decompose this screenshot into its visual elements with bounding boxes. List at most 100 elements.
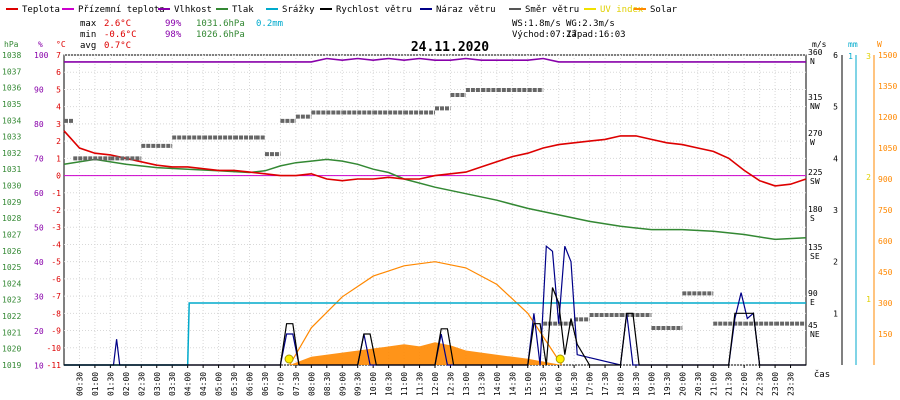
rain-tick: 1 (848, 52, 853, 61)
solar-tick: 1050 (878, 144, 897, 153)
wind-direction-tick: N (810, 57, 815, 66)
wind-direction-tick: SW (810, 177, 820, 186)
pressure-tick: 1033 (2, 133, 21, 142)
wind-direction-tick: NW (810, 102, 820, 111)
humidity-tick: 80 (34, 120, 44, 129)
stat-max-temp: 2.6°C (104, 19, 131, 29)
legend-label: Přízemní teplota (78, 5, 165, 15)
pressure-tick: 1029 (2, 198, 21, 207)
x-tick-label: 05:00 (215, 372, 224, 396)
pressure-tick: 1035 (2, 100, 21, 109)
rain-unit: mm (848, 40, 858, 49)
humidity-tick: 70 (34, 155, 44, 164)
stat-max-press: 1031.6hPa (196, 19, 245, 29)
pressure-unit: hPa (4, 40, 19, 49)
x-tick-label: 16:00 (555, 372, 564, 396)
temperature-tick: 5 (56, 85, 61, 94)
wind-direction-tick: NE (810, 330, 820, 339)
x-tick-label: 10:00 (369, 372, 378, 396)
wind-direction-tick: 135 (808, 243, 823, 252)
wind-direction-tick: 90 (808, 289, 818, 298)
x-tick-label: 07:30 (292, 372, 301, 396)
x-tick-label: 18:00 (617, 372, 626, 396)
x-tick-label: 22:00 (740, 372, 749, 396)
stat-sunrise: Východ:07:17 (512, 30, 577, 40)
x-tick-label: 00:30 (75, 372, 84, 396)
stat-min-hum: 98% (165, 30, 182, 40)
stats-block: max 2.6°C 99% 1031.6hPa 0.2mm min -0.6°C… (80, 19, 626, 51)
temperature-tick: -8 (51, 309, 61, 318)
x-tick-label: 15:30 (539, 372, 548, 396)
temperature-tick: 6 (56, 68, 61, 77)
stat-wg: WG:2.3m/s (566, 19, 615, 29)
x-tick-label: 03:00 (153, 372, 162, 396)
x-tick-label: 02:30 (137, 372, 146, 396)
x-tick-label: 23:30 (787, 372, 796, 396)
x-tick-label: 14:00 (493, 372, 502, 396)
pressure-tick: 1030 (2, 182, 21, 191)
temperature-tick: -11 (47, 361, 62, 370)
stat-max-rain: 0.2mm (256, 19, 283, 29)
wind-direction-tick: E (810, 298, 815, 307)
x-tick-label: 07:00 (276, 372, 285, 396)
stat-avg-label: avg (80, 41, 96, 51)
pressure-tick: 1026 (2, 247, 21, 256)
pressure-tick: 1022 (2, 312, 21, 321)
temperature-tick: 3 (56, 120, 61, 129)
legend-label: Náraz větru (436, 5, 496, 15)
x-tick-label: 11:00 (400, 372, 409, 396)
temperature-line (63, 130, 807, 187)
legend-label: UV index (600, 5, 644, 15)
temperature-tick: -9 (51, 327, 61, 336)
wind-direction-tick: SE (810, 252, 820, 261)
stat-sunset: Západ:16:03 (566, 30, 626, 40)
legend: Teplota Přízemní teplota Vlhkost Tlak Srážky… (6, 5, 678, 15)
legend-label: Rychlost větru (336, 5, 412, 15)
pressure-tick: 1023 (2, 296, 21, 305)
temperature-unit: °C (56, 40, 66, 49)
x-tick-label: 12:00 (431, 372, 440, 396)
uv-tick: 2 (866, 173, 871, 182)
temperature-tick: -1 (51, 189, 61, 198)
pressure-tick: 1038 (2, 51, 21, 60)
humidity-tick: 60 (34, 189, 44, 198)
sunset-marker (555, 354, 565, 364)
pressure-tick: 1025 (2, 263, 21, 272)
uv-tick: 1 (866, 295, 871, 304)
x-tick-label: 02:00 (122, 372, 131, 396)
temperature-tick: 7 (56, 51, 61, 60)
solar-tick: 1500 (878, 51, 897, 60)
x-tick-label: 18:30 (632, 372, 641, 396)
x-tick-label: 04:00 (184, 372, 193, 396)
temperature-tick: -5 (51, 258, 61, 267)
pressure-tick: 1032 (2, 149, 21, 158)
x-axis-label: čas (814, 369, 830, 380)
stat-min-temp: -0.6°C (104, 30, 137, 40)
humidity-tick: 90 (34, 86, 44, 95)
x-tick-label: 20:30 (694, 372, 703, 396)
temperature-tick: 0 (56, 172, 61, 181)
wind-direction-tick: 180 (808, 205, 823, 214)
humidity-tick: 30 (34, 293, 44, 302)
humidity-tick: 100 (34, 51, 49, 60)
x-tick-label: 11:30 (416, 372, 425, 396)
legend-label: Vlhkost (174, 5, 212, 15)
wind-direction-tick: 225 (808, 168, 823, 177)
solar-tick: 300 (878, 299, 893, 308)
x-tick-label: 12:30 (446, 372, 455, 396)
x-tick-label: 17:30 (601, 372, 610, 396)
x-tick-label: 21:00 (709, 372, 718, 396)
stat-max-label: max (80, 19, 97, 29)
x-tick-label: 01:30 (106, 372, 115, 396)
temperature-tick: -10 (47, 344, 62, 353)
x-tick-label: 08:30 (323, 372, 332, 396)
humidity-tick: 40 (34, 258, 44, 267)
wind-direction-tick: 270 (808, 129, 823, 138)
temperature-tick: 4 (56, 103, 61, 112)
x-tick-label: 21:30 (725, 372, 734, 396)
pressure-tick: 1019 (2, 361, 21, 370)
chart-title: 24.11.2020 (411, 40, 489, 55)
solar-max-line (289, 261, 563, 366)
wind-direction-tick: 45 (808, 321, 818, 330)
wind-speed-tick: 4 (833, 154, 838, 163)
